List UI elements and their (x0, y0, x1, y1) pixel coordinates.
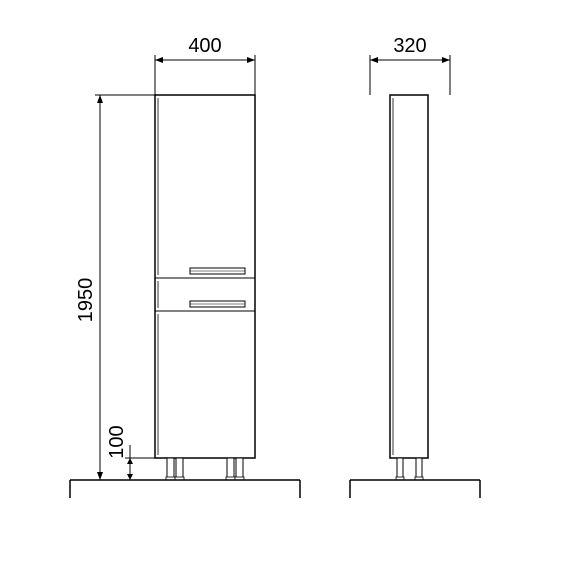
side-body (390, 95, 428, 458)
front-floor (70, 480, 300, 498)
side-floor (350, 480, 480, 498)
front-top-door-handle (190, 268, 245, 274)
side-legs (396, 458, 423, 480)
front-drawer-handle (190, 301, 245, 307)
dim-width-label: 400 (188, 35, 221, 57)
front-legs (166, 458, 244, 480)
dim-leg-label: 100 (106, 425, 128, 458)
front-view: 400 (70, 35, 300, 498)
front-body (155, 95, 255, 458)
dim-height-label: 1950 (75, 278, 97, 323)
side-view: 320 (350, 35, 480, 498)
dim-height-1950: 1950 (75, 95, 155, 480)
dim-depth-320: 320 (370, 35, 450, 95)
dim-depth-label: 320 (393, 35, 426, 57)
dim-leg-100: 100 (106, 425, 155, 480)
dim-width-400: 400 (155, 35, 255, 95)
technical-drawing: 400 (0, 0, 570, 570)
